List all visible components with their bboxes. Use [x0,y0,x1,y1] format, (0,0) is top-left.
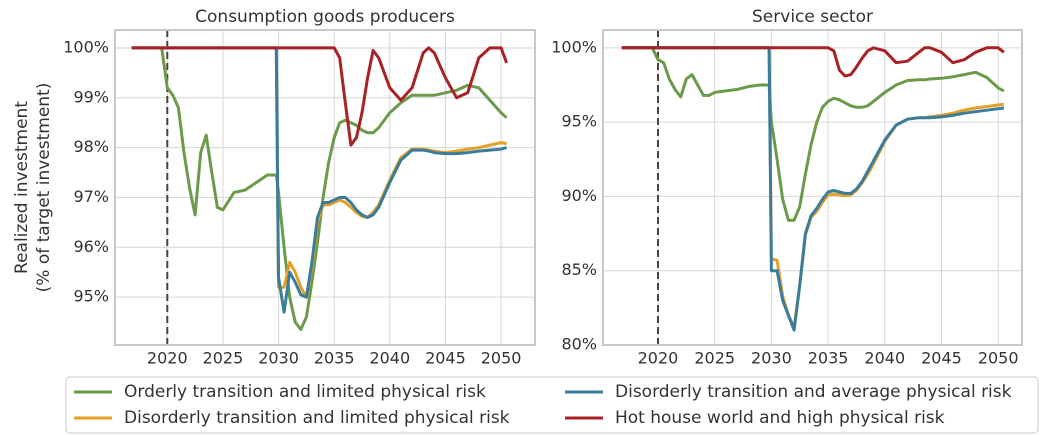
x-tick-label: 2045 [425,349,466,368]
y-tick-label: 95% [73,287,109,306]
x-tick-label: 2020 [638,349,679,368]
series-line [621,46,1005,78]
legend-label: Orderly transition and limited physical … [124,382,486,402]
y-tick-label: 80% [561,335,597,354]
x-tick-label: 2030 [258,349,299,368]
legend-box [65,376,1039,434]
x-tick-label: 2040 [864,349,905,368]
x-tick-label: 2035 [314,349,355,368]
x-tick-label: 2040 [369,349,410,368]
legend-label: Disorderly transition and average physic… [615,382,1012,402]
y-axis-label: Realized investment [12,101,32,274]
series-line [131,46,508,331]
x-tick-label: 2045 [921,349,962,368]
y-tick-label: 97% [73,187,109,206]
series-line [621,46,1005,222]
plot-area [603,30,1022,345]
x-tick-label: 2025 [694,349,735,368]
y-tick-label: 99% [73,87,109,106]
x-tick-label: 2030 [751,349,792,368]
y-tick-label: 95% [561,112,597,131]
y-tick-label: 85% [561,260,597,279]
axes-frame [602,29,1023,346]
y-axis-label: (% of target investment) [34,83,54,293]
x-tick-label: 2050 [481,349,522,368]
legend-label: Hot house world and high physical risk [615,408,945,428]
y-tick-label: 100% [63,37,109,56]
axes-frame [114,29,536,346]
x-tick-label: 2025 [203,349,244,368]
chart-title: Service sector [752,7,873,27]
legend-label: Disorderly transition and limited physic… [124,408,510,428]
x-tick-label: 2035 [808,349,849,368]
series-line [131,46,509,147]
x-tick-label: 2050 [978,349,1019,368]
y-tick-label: 98% [73,137,109,156]
chart-title: Consumption goods producers [195,7,455,27]
y-tick-label: 100% [551,37,597,56]
y-tick-label: 96% [73,237,109,256]
x-tick-label: 2020 [147,349,188,368]
y-tick-label: 90% [561,186,597,205]
